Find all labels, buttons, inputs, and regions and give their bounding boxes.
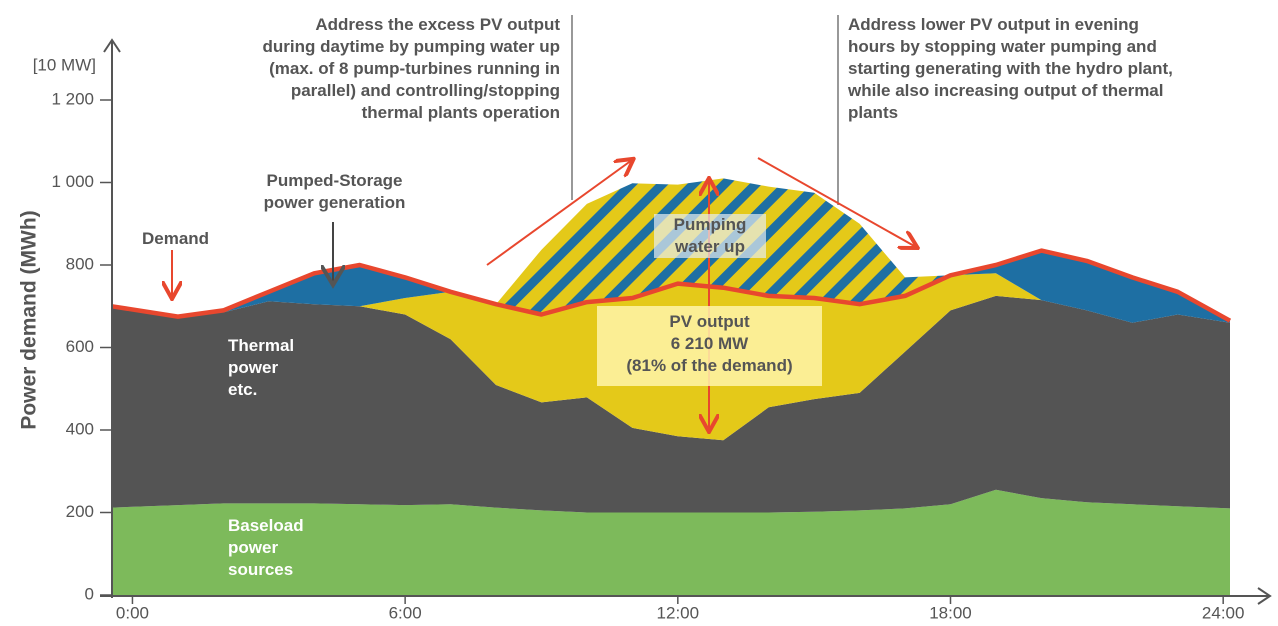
x-tick-label: 0:00 <box>116 603 149 622</box>
y-tick-label: 1 000 <box>51 172 94 191</box>
y-axis-title: Power demand (MWh) <box>18 210 41 429</box>
x-tick-label: 18:00 <box>929 603 972 622</box>
y-tick-label: 400 <box>66 419 94 438</box>
y-tick-label: 800 <box>66 254 94 273</box>
y-tick-label: 0 <box>85 584 94 603</box>
pv-share: (81% of the demand) <box>626 356 793 375</box>
pv-total: 6 210 MW <box>670 334 749 353</box>
area <box>112 295 1230 513</box>
demand-line <box>111 248 1232 323</box>
annotation: Address lower PV output in evening hours… <box>848 15 1173 122</box>
trend-arrow <box>757 157 916 247</box>
series-label: Thermal power etc. <box>228 336 295 399</box>
line-label: Demand <box>142 229 210 248</box>
series-label: Pumped-Storage power generation <box>263 171 406 212</box>
x-tick-label: 12:00 <box>657 603 700 622</box>
series-label: PV output <box>669 312 750 331</box>
area <box>112 489 1230 595</box>
y-tick-label: 600 <box>66 337 94 356</box>
y-axis-arrow <box>103 38 121 53</box>
y-unit: [10 MW] <box>33 55 96 74</box>
trend-arrow <box>486 160 632 266</box>
x-axis-arrow <box>1257 587 1272 605</box>
series-label: Baseload power sources <box>228 516 304 579</box>
y-tick-label: 1 200 <box>51 89 94 108</box>
x-tick-label: 6:00 <box>389 603 422 622</box>
y-tick-label: 200 <box>66 502 94 521</box>
overlay <box>100 15 1272 605</box>
series-label: Pumping water up <box>654 214 766 258</box>
x-tick-label: 24:00 <box>1202 603 1245 622</box>
annotation: Address the excess PV output during dayt… <box>262 15 560 122</box>
pv-box: PV output 6 210 MW (81% of the demand) <box>597 306 822 386</box>
